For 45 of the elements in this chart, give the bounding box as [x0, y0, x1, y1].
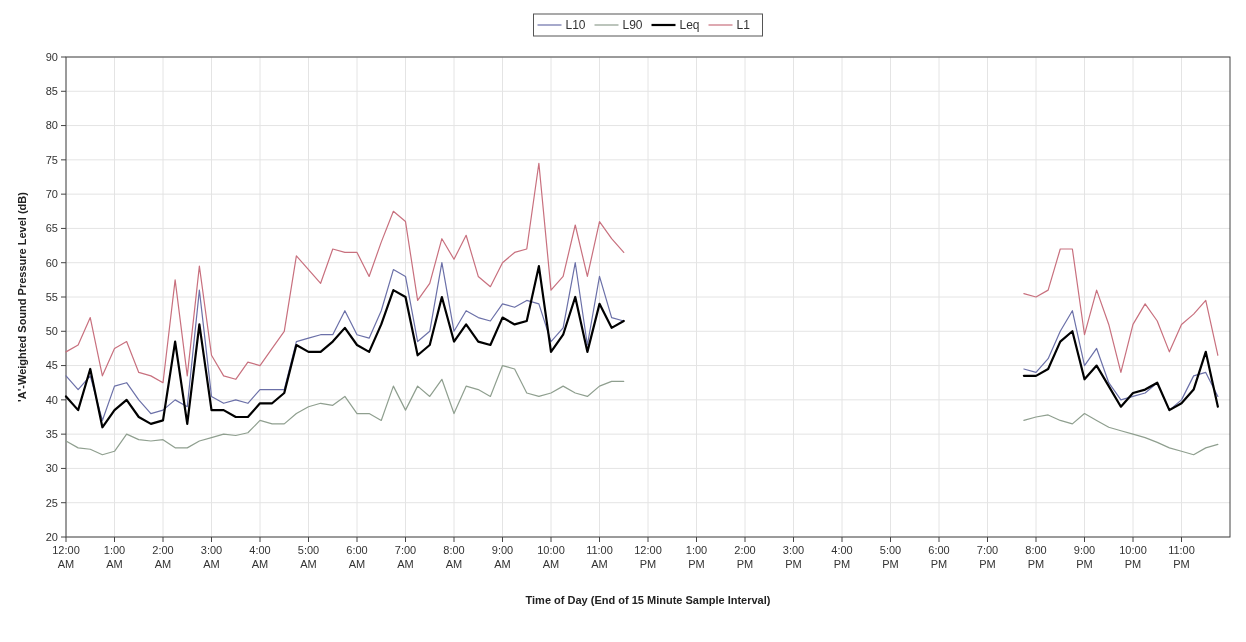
- x-tick-label: 5:00 PM: [879, 544, 902, 570]
- x-tick-label: 3:00 AM: [200, 544, 223, 570]
- x-tick-label: 11:00 PM: [1168, 544, 1195, 570]
- legend-label: L1: [736, 18, 751, 33]
- y-tick-label: 70: [45, 187, 58, 200]
- y-tick-label: 45: [45, 359, 58, 372]
- x-tick-label: 11:00 AM: [586, 544, 613, 570]
- x-tick-label: 7:00 AM: [394, 544, 417, 570]
- x-tick-label: 2:00 PM: [734, 544, 756, 570]
- x-tick-label: 2:00 AM: [152, 544, 174, 570]
- y-tick-label: 80: [45, 119, 58, 132]
- x-tick-label: 9:00 PM: [1073, 544, 1096, 570]
- x-tick-label: 8:00 PM: [1025, 544, 1047, 570]
- x-tick-label: 8:00 AM: [443, 544, 465, 570]
- x-tick-label: 6:00 PM: [928, 544, 950, 570]
- y-axis-title: 'A'-Weighted Sound Pressure Level (dB): [16, 191, 28, 402]
- x-tick-label: 6:00 AM: [346, 544, 368, 570]
- y-tick-label: 50: [45, 325, 58, 338]
- y-tick-label: 40: [45, 393, 58, 406]
- x-tick-label: 12:00 AM: [52, 544, 80, 570]
- y-tick-label: 25: [45, 496, 58, 509]
- x-tick-label: 7:00 PM: [976, 544, 999, 570]
- legend-label: Leq: [679, 18, 700, 33]
- x-tick-label: 1:00 PM: [685, 544, 708, 570]
- x-tick-label: 4:00 AM: [249, 544, 271, 570]
- y-tick-label: 30: [45, 462, 58, 475]
- x-tick-label: 3:00 PM: [782, 544, 805, 570]
- legend-label: L90: [622, 18, 643, 33]
- x-tick-label: 9:00 AM: [491, 544, 514, 570]
- y-tick-label: 65: [45, 222, 58, 235]
- x-axis-title: Time of Day (End of 15 Minute Sample Interval): [525, 594, 771, 606]
- y-tick-label: 55: [45, 290, 58, 303]
- legend-label: L10: [565, 18, 586, 33]
- x-tick-label: 10:00 AM: [537, 544, 565, 570]
- y-tick-label: 35: [45, 427, 58, 440]
- y-tick-label: 90: [45, 50, 58, 63]
- x-tick-label: 10:00 PM: [1119, 544, 1147, 570]
- y-tick-label: 20: [45, 530, 58, 543]
- x-tick-label: 4:00 PM: [831, 544, 853, 570]
- y-tick-label: 75: [45, 153, 58, 166]
- x-tick-label: 12:00 PM: [634, 544, 662, 570]
- x-tick-label: 1:00 AM: [103, 544, 126, 570]
- y-tick-label: 85: [45, 85, 58, 98]
- y-tick-label: 60: [45, 256, 58, 269]
- x-tick-label: 5:00 AM: [297, 544, 320, 570]
